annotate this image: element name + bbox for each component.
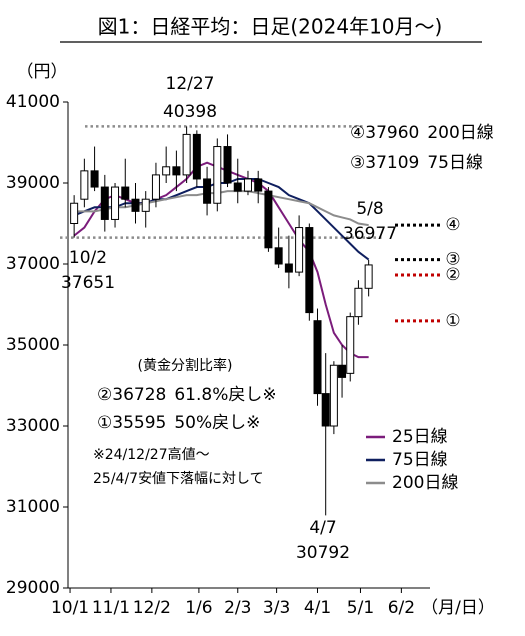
candle-body bbox=[141, 198, 150, 212]
candle-body bbox=[131, 198, 140, 212]
point-date: 12/27 bbox=[166, 74, 215, 94]
candle-body bbox=[162, 166, 171, 176]
x-tick-label: 12/2 bbox=[133, 598, 171, 618]
legend-label: 25日線 bbox=[392, 427, 448, 447]
candle-body bbox=[364, 264, 373, 289]
candle-body bbox=[233, 182, 242, 192]
candle-body bbox=[329, 364, 338, 427]
point-value: 40398 bbox=[163, 102, 217, 122]
candle-body bbox=[354, 287, 363, 318]
level-marker: ④ bbox=[445, 215, 460, 235]
x-tick-label: 3/3 bbox=[263, 598, 290, 618]
level-text-value: 37960 bbox=[365, 123, 419, 143]
candle-body bbox=[90, 170, 99, 188]
candle-body bbox=[321, 393, 330, 427]
candle-body bbox=[346, 316, 355, 374]
level-text-marker: ③ bbox=[350, 153, 365, 173]
y-tick-label: 41000 bbox=[6, 92, 60, 112]
x-tick-label: 10/1 bbox=[51, 598, 89, 618]
level-text: ①35595 50%戻し※ bbox=[97, 413, 260, 433]
level-text-marker: ② bbox=[97, 385, 112, 405]
candle-body bbox=[111, 186, 120, 220]
y-tick-label: 35000 bbox=[6, 335, 60, 355]
level-text: ②36728 61.8%戻し※ bbox=[97, 385, 277, 405]
y-tick-label: 39000 bbox=[6, 173, 60, 193]
point-value: 37651 bbox=[61, 273, 115, 293]
candle-body bbox=[121, 186, 130, 200]
legend-label: 200日線 bbox=[392, 473, 458, 493]
candle-body bbox=[213, 146, 222, 204]
point-value: 36977 bbox=[343, 224, 397, 244]
level-marker: ③ bbox=[445, 250, 460, 270]
candle-body bbox=[182, 133, 191, 176]
candle-body bbox=[192, 133, 201, 180]
x-tick-label: 1/6 bbox=[185, 598, 212, 618]
level-marker: ① bbox=[445, 311, 460, 331]
candle-body bbox=[295, 227, 304, 273]
y-tick-label: 37000 bbox=[6, 254, 60, 274]
level-marker: ② bbox=[445, 265, 460, 285]
candle-body bbox=[100, 186, 109, 220]
level-text-value: 35595 bbox=[112, 413, 166, 433]
note: ※24/12/27高値～ bbox=[93, 446, 210, 463]
candle-body bbox=[274, 247, 283, 265]
point-value: 30792 bbox=[296, 543, 350, 563]
candle-body bbox=[243, 178, 252, 192]
candle-body bbox=[284, 263, 293, 273]
candle-body bbox=[305, 227, 314, 314]
y-tick-label: 31000 bbox=[6, 497, 60, 517]
candle-body bbox=[264, 190, 273, 249]
level-text-desc: 200日線 bbox=[427, 123, 493, 143]
level-text: ④37960 200日線 bbox=[350, 123, 494, 143]
candle-body bbox=[203, 178, 212, 204]
candle-body bbox=[80, 170, 89, 200]
level-text-marker: ④ bbox=[350, 123, 365, 143]
candle-body bbox=[70, 202, 79, 224]
level-text: ③37109 75日線 bbox=[350, 153, 483, 173]
x-tick-label: 4/1 bbox=[304, 598, 331, 618]
point-date: 4/7 bbox=[309, 518, 336, 538]
candle-body bbox=[223, 146, 232, 184]
y-tick-label: 29000 bbox=[6, 578, 60, 598]
y-axis-label: （円） bbox=[17, 62, 68, 82]
x-tick-label: 11/1 bbox=[92, 598, 130, 618]
legend-label: 75日線 bbox=[392, 450, 448, 470]
candle-body bbox=[338, 364, 347, 378]
x-tick-label: 2/3 bbox=[224, 598, 251, 618]
chart-title: 図1：日経平均：日足(2024年10月～) bbox=[98, 15, 443, 39]
candle-body bbox=[313, 320, 322, 395]
x-axis-label: （月/日） bbox=[421, 598, 495, 618]
level-text-value: 37109 bbox=[365, 153, 419, 173]
ratio-title: (黄金分割比率) bbox=[138, 357, 233, 374]
level-text-desc: 75日線 bbox=[427, 153, 483, 173]
note: 25/4/7安値下落幅に対して bbox=[93, 471, 264, 487]
x-tick-label: 5/1 bbox=[347, 598, 374, 618]
candle-body bbox=[151, 174, 160, 200]
level-text-desc: 50%戻し※ bbox=[174, 413, 260, 433]
point-date: 5/8 bbox=[356, 199, 383, 219]
y-tick-label: 33000 bbox=[6, 416, 60, 436]
level-text-marker: ① bbox=[97, 413, 112, 433]
candle-body bbox=[172, 166, 181, 176]
candle-body bbox=[254, 178, 263, 192]
level-text-desc: 61.8%戻し※ bbox=[174, 385, 276, 405]
x-tick-label: 6/2 bbox=[388, 598, 415, 618]
level-text-value: 36728 bbox=[112, 385, 166, 405]
point-date: 10/2 bbox=[69, 248, 107, 268]
